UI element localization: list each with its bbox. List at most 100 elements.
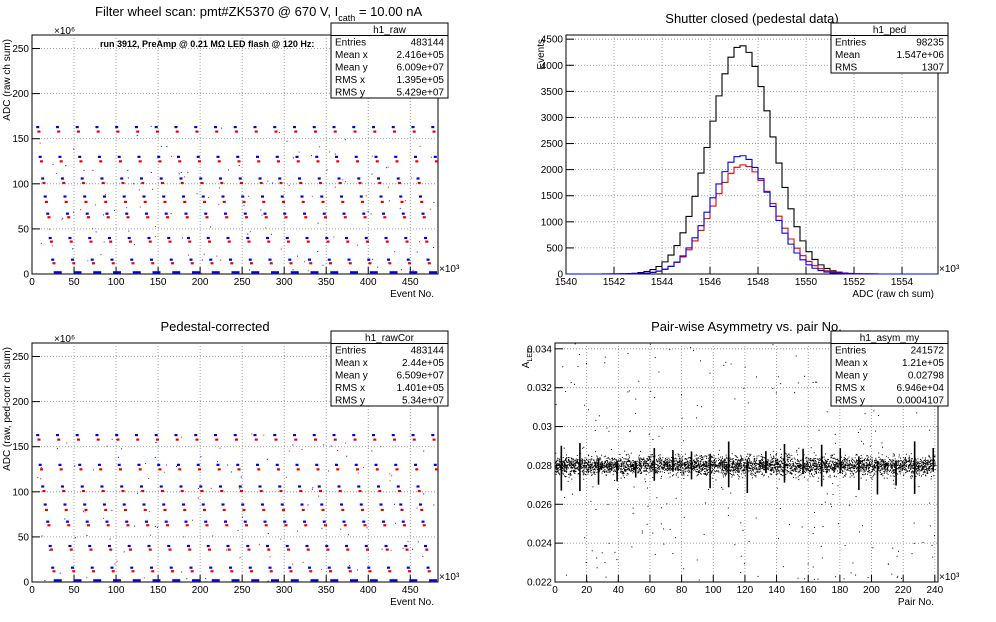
data-point — [127, 177, 129, 179]
data-point — [738, 478, 740, 480]
data-point — [735, 466, 737, 468]
data-point — [867, 473, 869, 475]
data-point — [675, 474, 677, 476]
data-point — [570, 466, 572, 468]
data-point — [694, 463, 696, 465]
data-point — [671, 463, 673, 465]
data-point — [882, 464, 884, 466]
data-point — [638, 464, 640, 466]
data-point — [868, 464, 870, 466]
data-point — [726, 461, 728, 463]
data-point — [63, 195, 67, 198]
data-point — [650, 460, 652, 462]
data-point — [190, 570, 194, 573]
data-point — [845, 464, 847, 466]
data-point — [412, 270, 414, 272]
data-point — [867, 471, 869, 473]
data-point — [763, 474, 765, 476]
data-point — [762, 467, 764, 469]
data-point — [104, 508, 108, 512]
data-point — [777, 466, 779, 468]
data-point — [727, 470, 729, 472]
data-point — [757, 463, 759, 465]
data-point — [752, 469, 754, 471]
data-point — [684, 457, 686, 459]
data-point — [178, 160, 182, 163]
data-point — [680, 461, 682, 463]
data-point — [687, 465, 689, 467]
data-point — [154, 525, 156, 527]
data-point — [727, 468, 729, 470]
data-point — [786, 458, 788, 460]
data-point — [395, 468, 399, 471]
data-point — [737, 474, 739, 476]
data-point — [400, 200, 404, 204]
data-point — [639, 459, 641, 461]
data-point — [414, 463, 418, 466]
data-point — [708, 464, 710, 466]
data-point — [750, 453, 752, 455]
data-point — [559, 463, 561, 465]
data-point — [673, 458, 675, 460]
data-point — [927, 472, 929, 474]
data-point — [384, 544, 388, 548]
data-point — [767, 467, 769, 469]
data-point — [841, 461, 843, 463]
data-point — [566, 469, 568, 471]
data-point — [667, 470, 669, 472]
data-point — [862, 467, 864, 469]
data-point — [688, 469, 690, 471]
data-point — [775, 468, 777, 470]
data-point — [771, 464, 773, 466]
data-point — [287, 548, 291, 551]
data-point — [36, 433, 40, 437]
data-point — [336, 160, 340, 163]
data-point — [750, 464, 752, 466]
data-point — [797, 461, 799, 463]
data-point — [775, 471, 777, 473]
data-point — [680, 463, 682, 465]
data-point — [737, 460, 739, 462]
data-point — [423, 493, 425, 495]
data-point — [620, 470, 622, 472]
data-point — [865, 464, 867, 466]
data-point — [805, 466, 807, 468]
data-point — [699, 467, 701, 469]
data-point — [585, 466, 587, 468]
data-point — [631, 465, 633, 467]
data-point — [95, 231, 97, 233]
data-point — [689, 466, 691, 468]
data-point — [38, 463, 42, 466]
data-point — [64, 200, 68, 204]
data-point — [797, 464, 799, 466]
data-point — [594, 465, 596, 467]
data-point — [861, 461, 863, 463]
data-point — [669, 463, 671, 465]
data-point — [150, 534, 152, 536]
data-point — [883, 462, 885, 464]
data-point — [593, 465, 595, 467]
data-point — [795, 466, 797, 468]
data-point — [565, 476, 567, 478]
data-point — [387, 186, 389, 188]
data-point — [780, 448, 782, 450]
stats-value: 1.401e+05 — [396, 383, 444, 394]
data-point — [603, 466, 605, 468]
data-point — [268, 258, 272, 261]
data-point — [894, 466, 896, 468]
data-point — [847, 465, 849, 467]
data-point — [555, 469, 557, 471]
data-point — [878, 465, 880, 467]
data-point — [833, 468, 835, 470]
data-point — [605, 471, 607, 473]
data-point — [58, 155, 62, 158]
data-point — [676, 466, 678, 468]
data-point — [687, 463, 689, 465]
data-point — [60, 177, 64, 180]
data-point — [826, 468, 828, 470]
data-point — [673, 463, 675, 465]
data-point — [401, 212, 405, 215]
data-point — [901, 469, 903, 471]
data-point — [819, 457, 821, 459]
data-point — [56, 448, 58, 450]
